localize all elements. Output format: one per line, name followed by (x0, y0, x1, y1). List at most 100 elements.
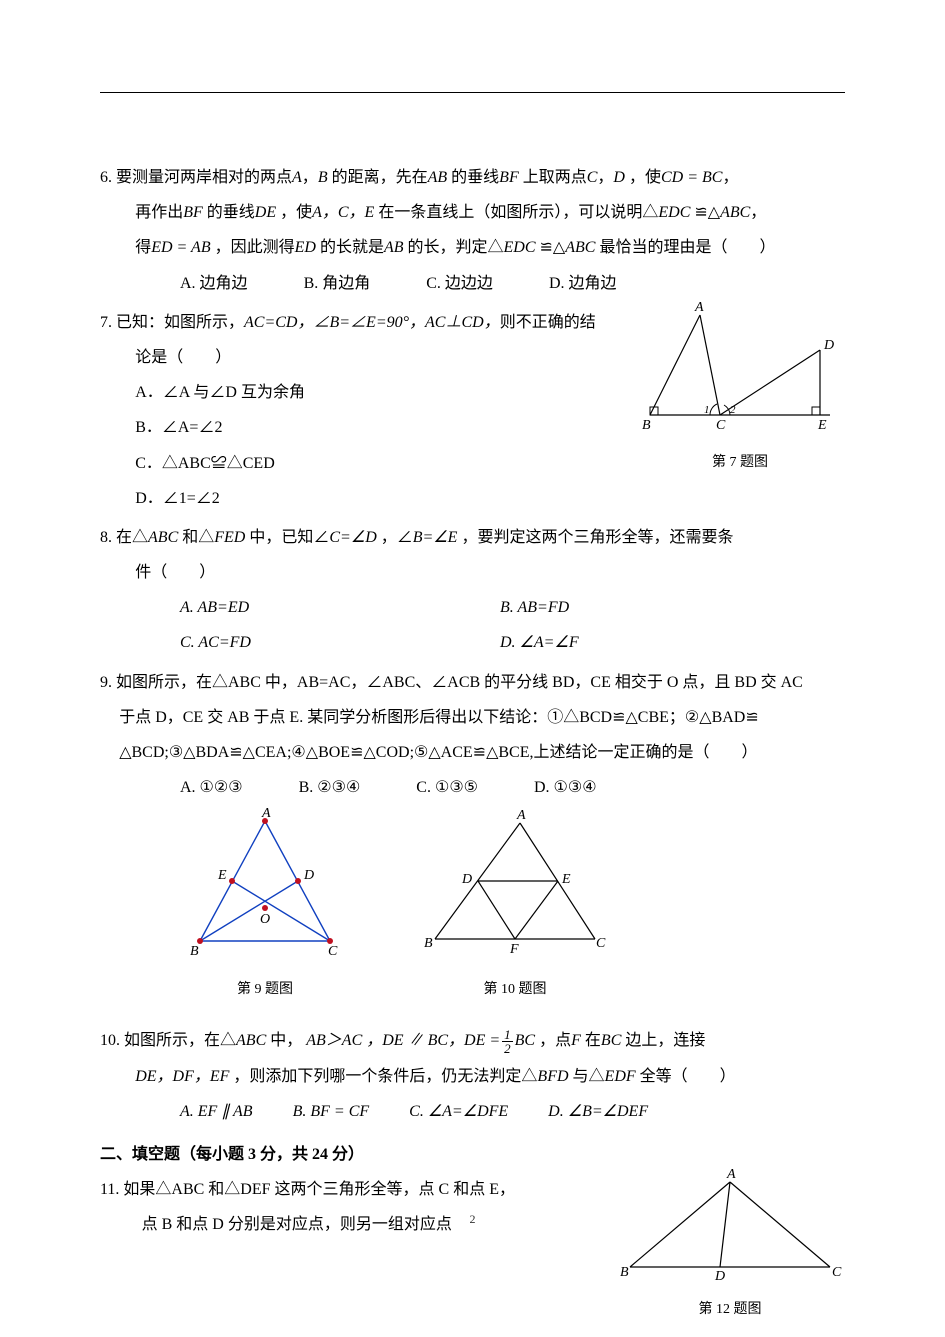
q9-option-d: D. ①③④ (534, 770, 597, 805)
q6-sym: AB (384, 239, 404, 256)
fraction-half: 12 (502, 1028, 513, 1055)
q10-number: 10. (100, 1032, 120, 1049)
q6-text: 的垂线 (451, 169, 499, 186)
q11-number: 11. (100, 1181, 119, 1198)
q10-text: ，点 (539, 1032, 571, 1049)
q11-text: 如果△ABC 和△DEF 这两个三角形全等，点 C 和点 E， (123, 1181, 515, 1198)
q6-text: ≌△ (694, 204, 720, 221)
q7-option-c: C．△ABC≌△CED (100, 446, 635, 481)
q6-text: 得 (135, 239, 151, 256)
q6-sym: C (587, 169, 598, 186)
top-rule (100, 92, 845, 93)
q6-text: 上取两点 (523, 169, 587, 186)
q7-option-d: D．∠1=∠2 (100, 481, 635, 516)
q8-text: 在△ (116, 529, 148, 546)
q6-sym: ED (295, 239, 316, 256)
q6-text: ，因此测得 (215, 239, 295, 256)
q10-diagram: A B C D E F (420, 811, 610, 961)
q10-options: A. EF ∥ AB B. BF = CF C. ∠A=∠DFE D. ∠B=∠… (100, 1094, 845, 1129)
q10-text: 边上，连接 (625, 1032, 705, 1049)
q9-line1: 9. 如图所示，在△ABC 中，AB=AC，∠ABC、∠ACB 的平分线 BD，… (100, 665, 845, 700)
label-B: B (620, 1265, 629, 1280)
q9-diagram: A B C E D O (180, 811, 350, 961)
q10-text: 与△ (573, 1068, 605, 1085)
q6-option-d: D. 边角边 (549, 266, 617, 301)
label-C: C (328, 944, 338, 959)
label-A: A (516, 808, 526, 823)
q6-sym: EDC (658, 204, 690, 221)
label-A: A (726, 1167, 736, 1182)
label-B: B (190, 944, 199, 959)
q9-line2: 于点 D，CE 交 AB 于点 E. 某同学分析图形后得出以下结论：①△BCD≌… (100, 700, 845, 735)
page: 6. 要测量河两岸相对的两点A，B 的距离，先在AB 的垂线BF 上取两点C，D… (0, 0, 945, 1337)
q6-text: 在一条直线上（如图所示），可以说明△ (378, 204, 658, 221)
q6-sym: ABC (565, 239, 595, 256)
q9-option-b: B. ②③④ (299, 770, 361, 805)
q6-number: 6. (100, 169, 112, 186)
q7-figure-label: 第 7 题图 (635, 448, 845, 479)
q6-text: 再作出 (135, 204, 183, 221)
q6-sym: ED = AB (151, 239, 210, 256)
q9-number: 9. (100, 674, 112, 691)
q10-option-c: C. ∠A=∠DFE (409, 1094, 508, 1129)
q7-diagram: A B C D E 1 2 (640, 305, 840, 435)
q8-sym: FED (214, 529, 245, 546)
q6-sym: D (613, 169, 625, 186)
q12-diagram: A B C D (620, 1172, 840, 1282)
label-C: C (596, 936, 606, 951)
q10-sym: AB＞AC ，DE ∥ BC，DE = (306, 1032, 500, 1049)
q6-sym: CD = BC (661, 169, 722, 186)
q6-text: 要测量河两岸相对的两点 (116, 169, 292, 186)
q8-sym: ABC (148, 529, 178, 546)
q6-line2: 再作出BF 的垂线DE ，使A，C，E 在一条直线上（如图所示），可以说明△ED… (100, 195, 845, 230)
q8-option-c: C. AC=FD (180, 634, 251, 651)
label-D: D (303, 868, 314, 883)
q6-text: 的距离，先在 (332, 169, 428, 186)
q7-cond: AC=CD，∠B=∠E=90°，AC⊥CD， (244, 314, 500, 331)
q7-number: 7. (100, 314, 112, 331)
q10-text: 全等（ ） (640, 1068, 736, 1085)
q6-line3: 得ED = AB ，因此测得ED 的长就是AB 的长，判定△EDC ≌△ABC … (100, 230, 845, 265)
q9-line3: △BCD;③△BDA≌△CEA;④△BOE≌△COD;⑤△ACE≌△BCE,上述… (100, 735, 845, 770)
q10-sym: ABC (236, 1032, 266, 1049)
question-7: 7. 已知：如图所示，AC=CD，∠B=∠E=90°，AC⊥CD，则不正确的结 … (100, 305, 845, 516)
label-E: E (561, 872, 571, 887)
q6-text: ， (597, 169, 613, 186)
q10-sym: BFD (537, 1068, 568, 1085)
q7-text: 则不正确的结 (500, 314, 596, 331)
q6-text: ， (302, 169, 318, 186)
q10-sym: BC (515, 1032, 535, 1049)
q11-line1: 11. 如果△ABC 和△DEF 这两个三角形全等，点 C 和点 E， (100, 1172, 615, 1207)
q8-option-d: D. ∠A=∠F (500, 634, 579, 651)
q9-text: 如图所示，在△ABC 中，AB=AC，∠ABC、∠ACB 的平分线 BD，CE … (116, 674, 803, 691)
q6-option-a: A. 边角边 (180, 266, 248, 301)
q6-text: ，使 (629, 169, 661, 186)
q10-text: 中， (270, 1032, 302, 1049)
q6-text: 最恰当的理由是（ ） (599, 239, 775, 256)
label-D: D (714, 1269, 725, 1284)
q8-text: ，∠ (381, 529, 413, 546)
q10-figure-label: 第 10 题图 (420, 975, 610, 1006)
q8-text: 中，已知∠ (249, 529, 329, 546)
q10-option-b: B. BF = CF (293, 1094, 370, 1129)
q6-sym: A，C，E (312, 204, 374, 221)
q8-text: ，要判定这两个三角形全等，还需要条 (461, 529, 733, 546)
q10-text: 如图所示，在△ (124, 1032, 236, 1049)
q7-text: 论是（ ） (135, 349, 231, 366)
q10-sym: EDF (605, 1068, 636, 1085)
label-1: 1 (704, 404, 710, 416)
q9-options: A. ①②③ B. ②③④ C. ①③⑤ D. ①③④ (100, 770, 845, 805)
label-A: A (261, 806, 271, 821)
q7-option-a: A．∠A 与∠D 互为余角 (100, 375, 635, 410)
question-9: 9. 如图所示，在△ABC 中，AB=AC，∠ABC、∠ACB 的平分线 BD，… (100, 665, 845, 1006)
q8-option-b: B. AB=FD (500, 599, 569, 616)
label-D: D (461, 872, 472, 887)
label-E: E (817, 418, 827, 433)
q6-sym: B (318, 169, 328, 186)
q6-sym: DE (255, 204, 276, 221)
q10-sym: DE，DF，EF (135, 1068, 229, 1085)
q12-figure: A B C D 第 12 题图 (615, 1172, 845, 1326)
question-8: 8. 在△ABC 和△FED 中，已知∠C=∠D ，∠B=∠E ，要判定这两个三… (100, 520, 845, 661)
q6-sym: BF (183, 204, 203, 221)
q6-line1: 6. 要测量河两岸相对的两点A，B 的距离，先在AB 的垂线BF 上取两点C，D… (100, 160, 845, 195)
